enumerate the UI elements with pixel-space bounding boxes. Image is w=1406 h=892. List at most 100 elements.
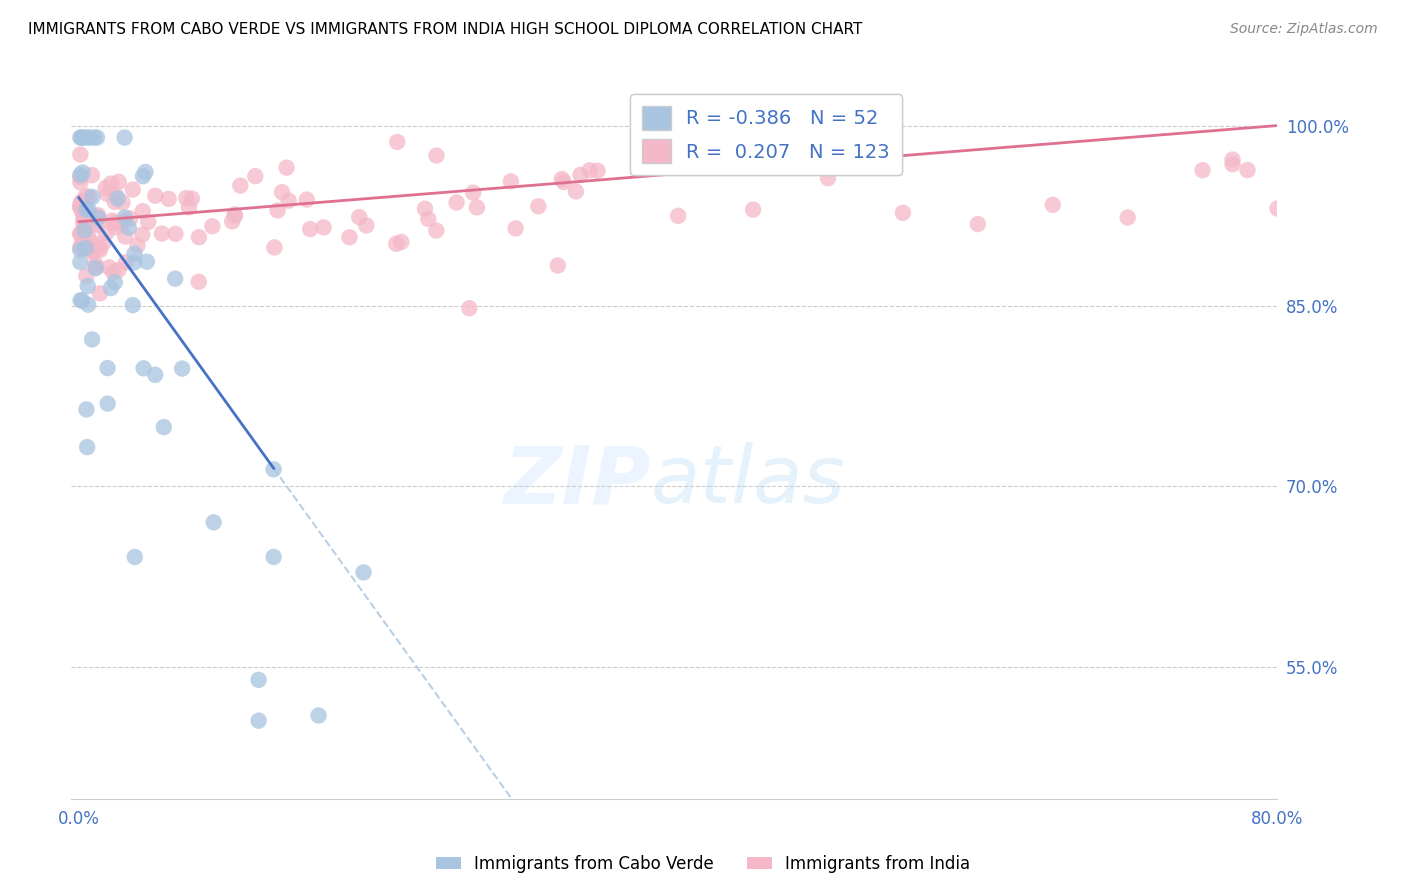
Point	[586, 163, 609, 178]
Point	[1042, 198, 1064, 212]
Point	[201, 219, 224, 234]
Point	[70, 293, 93, 308]
Point	[134, 165, 156, 179]
Point	[73, 223, 96, 237]
Point	[72, 194, 94, 209]
Point	[499, 174, 522, 188]
Point	[75, 402, 97, 417]
Point	[121, 183, 143, 197]
Point	[114, 211, 136, 225]
Point	[551, 172, 574, 186]
Point	[385, 236, 408, 251]
Point	[187, 275, 209, 289]
Point	[82, 332, 104, 346]
Point	[124, 549, 146, 564]
Point	[187, 230, 209, 244]
Point	[120, 211, 142, 226]
Point	[527, 199, 550, 213]
Point	[69, 227, 91, 241]
Point	[224, 207, 246, 221]
Point	[135, 254, 157, 268]
Point	[104, 188, 127, 202]
Point	[76, 440, 98, 454]
Point	[202, 516, 225, 530]
Point	[127, 238, 149, 252]
Point	[100, 281, 122, 295]
Point	[263, 240, 285, 254]
Point	[157, 192, 180, 206]
Point	[339, 230, 361, 244]
Point	[107, 263, 129, 277]
Point	[73, 237, 96, 252]
Point	[1116, 211, 1139, 225]
Point	[72, 214, 94, 228]
Point	[76, 279, 98, 293]
Point	[165, 271, 187, 285]
Point	[80, 168, 103, 182]
Point	[87, 211, 110, 225]
Point	[413, 202, 436, 216]
Point	[101, 265, 124, 279]
Point	[86, 130, 108, 145]
Point	[312, 220, 335, 235]
Point	[165, 227, 187, 241]
Point	[94, 226, 117, 240]
Point	[578, 163, 600, 178]
Point	[553, 175, 575, 189]
Point	[84, 257, 107, 271]
Point	[73, 209, 96, 223]
Point	[122, 255, 145, 269]
Point	[75, 210, 97, 224]
Point	[70, 194, 93, 208]
Point	[69, 255, 91, 269]
Point	[966, 217, 988, 231]
Point	[143, 368, 166, 382]
Point	[73, 216, 96, 230]
Point	[547, 259, 569, 273]
Point	[172, 361, 194, 376]
Point	[115, 255, 138, 269]
Point	[463, 186, 485, 200]
Point	[132, 169, 155, 184]
Point	[82, 244, 104, 258]
Point	[84, 209, 107, 223]
Point	[75, 189, 97, 203]
Point	[143, 188, 166, 202]
Point	[75, 241, 97, 255]
Text: Source: ZipAtlas.com: Source: ZipAtlas.com	[1230, 22, 1378, 37]
Point	[69, 147, 91, 161]
Point	[299, 222, 322, 236]
Point	[569, 168, 592, 182]
Point	[93, 235, 115, 250]
Point	[89, 286, 111, 301]
Point	[104, 220, 127, 235]
Point	[817, 171, 839, 186]
Point	[153, 420, 176, 434]
Point	[97, 361, 120, 376]
Point	[110, 218, 132, 232]
Point	[69, 175, 91, 189]
Point	[174, 191, 197, 205]
Point	[86, 260, 108, 274]
Point	[1222, 157, 1244, 171]
Point	[132, 204, 155, 219]
Point	[69, 200, 91, 214]
Point	[666, 209, 689, 223]
Point	[72, 165, 94, 179]
Point	[82, 244, 104, 259]
Point	[1222, 153, 1244, 167]
Point	[150, 227, 173, 241]
Point	[87, 241, 110, 255]
Point	[295, 193, 318, 207]
Point	[565, 185, 588, 199]
Text: IMMIGRANTS FROM CABO VERDE VS IMMIGRANTS FROM INDIA HIGH SCHOOL DIPLOMA CORRELAT: IMMIGRANTS FROM CABO VERDE VS IMMIGRANTS…	[28, 22, 862, 37]
Point	[79, 130, 101, 145]
Point	[1236, 163, 1258, 178]
Point	[353, 566, 375, 580]
Point	[247, 673, 270, 687]
Point	[69, 196, 91, 211]
Point	[77, 202, 100, 216]
Point	[891, 206, 914, 220]
Point	[80, 219, 103, 233]
Point	[180, 192, 202, 206]
